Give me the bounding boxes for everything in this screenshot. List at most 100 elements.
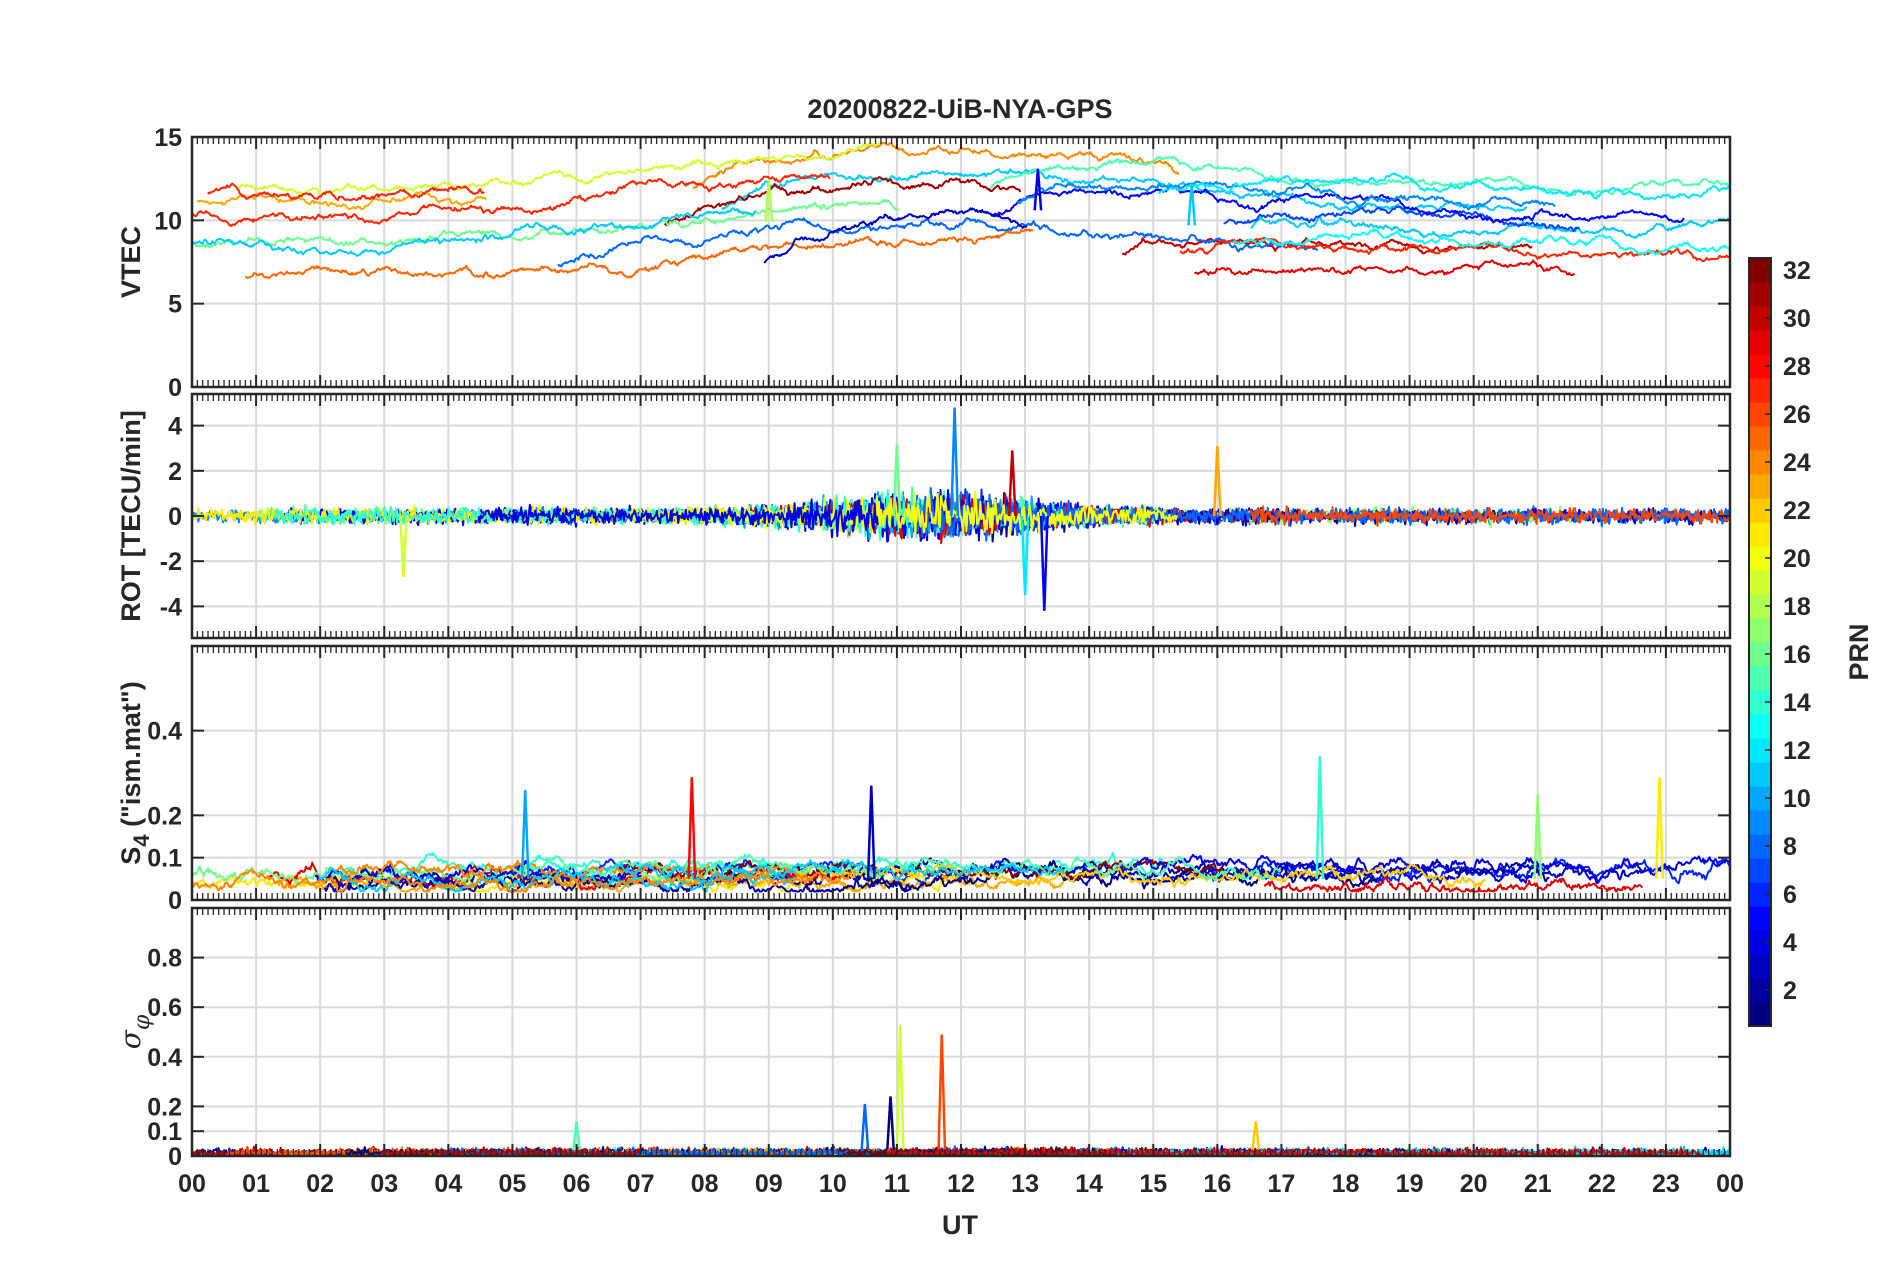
peak-spike (895, 1024, 905, 1150)
y-axis-label: VTEC (116, 226, 146, 298)
series-line-prn-26 (1249, 505, 1730, 527)
y-ticks: -4 -2 0 2 4 (160, 413, 1730, 621)
panel-rot: -4 -2 0 2 4 ROT [TECU/min] (116, 392, 1732, 640)
y-tick-label: 0 (168, 503, 182, 531)
y-tick-label: 0.6 (147, 994, 182, 1022)
peak-spike (687, 777, 697, 879)
colorbar-tick-label: 4 (1783, 929, 1797, 957)
x-tick-label: 22 (1588, 1170, 1616, 1198)
y-tick-label: 0.2 (147, 802, 182, 830)
colorbar-band (1749, 954, 1771, 979)
y-tick-label: 0 (168, 1143, 182, 1171)
x-tick-label: 18 (1332, 1170, 1360, 1198)
y-tick-label: 5 (168, 291, 182, 319)
peak-spike (1187, 183, 1197, 226)
colorbar-band (1749, 474, 1771, 499)
peak-spike (1251, 1121, 1261, 1150)
y-tick-label: -2 (160, 548, 182, 576)
y-tick-label: 10 (154, 207, 182, 235)
series-line-prn-8 (557, 217, 1319, 268)
x-tick-label: 15 (1139, 1170, 1167, 1198)
colorbar-tick-label: 20 (1783, 545, 1811, 573)
peak-spike (1020, 515, 1030, 596)
colorbar-band (1749, 858, 1771, 883)
colorbar-tick-label: 24 (1783, 449, 1811, 477)
y-axis-label: σφ (114, 1014, 155, 1049)
colorbar-tick-label: 28 (1783, 353, 1811, 381)
colorbar-band (1749, 522, 1771, 547)
peak-spike (866, 785, 876, 879)
colorbar-band (1749, 762, 1771, 787)
grid (192, 646, 1730, 900)
colorbar-band (1749, 498, 1771, 523)
x-tick-label: 10 (819, 1170, 847, 1198)
colorbar-band (1749, 738, 1771, 763)
colorbar-band (1749, 402, 1771, 427)
colorbar-band (1749, 1002, 1771, 1027)
x-tick-label: 16 (1203, 1170, 1231, 1198)
colorbar-tick-label: 26 (1783, 401, 1811, 429)
series-group (192, 756, 1730, 893)
peak-spike (520, 789, 530, 879)
x-tick-label: 03 (370, 1170, 398, 1198)
colorbar-tick-label: 14 (1783, 689, 1811, 717)
y-tick-label: -4 (160, 593, 182, 621)
y-axis-label: S4 ("ism.mat") (116, 681, 154, 864)
grid (192, 908, 1730, 1156)
x-tick-label: 00 (1716, 1170, 1744, 1198)
x-tick-label: 08 (691, 1170, 719, 1198)
series-line-prn-32 (614, 859, 1225, 881)
y-tick-label: 0.4 (147, 1044, 182, 1072)
colorbar-band (1749, 642, 1771, 667)
peak-spike (1039, 515, 1049, 611)
y-axis-label: ROT [TECU/min] (116, 410, 146, 621)
peak-spike (860, 1103, 870, 1150)
peak-spike (1033, 168, 1043, 211)
colorbar-band (1749, 450, 1771, 475)
colorbar-tick-label: 16 (1783, 641, 1811, 669)
series-line-prn-9 (1016, 180, 1556, 211)
colorbar-band (1749, 330, 1771, 355)
x-tick-label: 06 (563, 1170, 591, 1198)
colorbar-tick-label: 8 (1783, 833, 1797, 861)
x-tick-label: 17 (1268, 1170, 1296, 1198)
x-tick-label: 05 (499, 1170, 527, 1198)
peak-spike (764, 180, 774, 223)
y-tick-label: 0 (168, 887, 182, 915)
x-axis-label: UT (942, 1210, 978, 1240)
panel-s4: 0 0.1 0.2 0.4S4 ("ism.mat") (116, 644, 1732, 915)
x-ticks (191, 646, 1731, 900)
x-tick-labels: 00 01 02 03 04 05 06 07 08 09 10 11 12 13 14 15 16 17 18 19… (178, 1170, 1744, 1198)
series-line-prn-25 (245, 228, 1034, 280)
peak-spike (572, 1121, 581, 1150)
series-line-prn-11 (721, 168, 1528, 215)
colorbar-band (1749, 354, 1771, 379)
colorbar-tick-label: 32 (1783, 257, 1811, 285)
colorbar-band (1749, 714, 1771, 739)
colorbar-band (1749, 282, 1771, 307)
x-tick-label: 01 (242, 1170, 270, 1198)
x-tick-label: 09 (755, 1170, 783, 1198)
series-line-prn-11 (1250, 215, 1730, 239)
series-line-prn-11 (603, 859, 1065, 885)
x-tick-label: 23 (1652, 1170, 1680, 1198)
y-tick-label: 2 (168, 458, 182, 486)
panel-vtec: 0 5 10 15 VTEC (116, 124, 1732, 402)
x-tick-label: 00 (178, 1170, 206, 1198)
series-line-prn-29 (1193, 259, 1576, 276)
colorbar-band (1749, 666, 1771, 691)
y-tick-label: 0 (168, 374, 182, 402)
colorbar-band (1749, 834, 1771, 859)
series-group (192, 407, 1730, 611)
y-tick-label: 0.2 (147, 1093, 182, 1121)
series-line-prn-3 (763, 207, 1028, 264)
colorbar-tick-label: 10 (1783, 785, 1811, 813)
x-ticks (191, 394, 1731, 638)
chart-title: 20200822-UiB-NYA-GPS (807, 94, 1112, 124)
series-line-prn-24 (692, 141, 1180, 190)
y-ticks: 00.10.2 0.4 0.6 0.8 (147, 945, 1730, 1171)
colorbar-band (1749, 786, 1771, 811)
x-tick-label: 12 (947, 1170, 975, 1198)
